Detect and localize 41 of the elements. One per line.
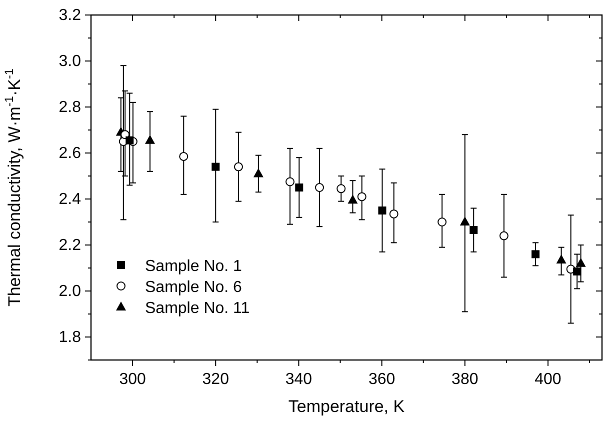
point (499, 231, 508, 240)
point (126, 136, 134, 144)
x-tick-label: 320 (202, 371, 230, 388)
y-tick-label: 2.6 (58, 145, 82, 162)
x-tick-label: 380 (452, 371, 478, 388)
legend-label: Sample No. 6 (145, 279, 242, 296)
point (470, 226, 478, 234)
x-tick-label: 340 (285, 371, 312, 388)
y-tick-label: 2.4 (58, 191, 82, 208)
y-tick-label: 3.0 (58, 53, 82, 70)
x-tick-label: 400 (534, 371, 562, 388)
point (348, 194, 358, 204)
point (286, 177, 294, 186)
point (253, 168, 264, 178)
y-tick-label: 3.2 (58, 7, 82, 24)
y-tick-label: 2.2 (58, 237, 82, 254)
point (234, 162, 243, 172)
y-tick-label: 2.8 (58, 99, 82, 116)
point (378, 206, 386, 214)
x-tick-label: 360 (368, 371, 396, 388)
legend-label: Sample No. 1 (145, 258, 242, 275)
x-tick-label: 300 (119, 371, 146, 388)
point (438, 218, 447, 226)
point (295, 184, 304, 192)
point (212, 162, 220, 171)
point (532, 250, 540, 258)
point (556, 254, 566, 264)
point (336, 184, 346, 194)
point (179, 152, 188, 161)
point (314, 183, 324, 192)
x-axis-title: Temperature, K (288, 397, 406, 416)
point (357, 192, 366, 202)
point (120, 130, 130, 140)
y-tick-label: 1.8 (58, 329, 82, 346)
point (389, 209, 398, 218)
point (576, 258, 586, 267)
point (573, 267, 582, 276)
y-tick-label: 2.0 (58, 283, 82, 300)
point (460, 216, 470, 226)
point (144, 134, 155, 144)
legend-label: Sample No. 11 (145, 300, 250, 317)
